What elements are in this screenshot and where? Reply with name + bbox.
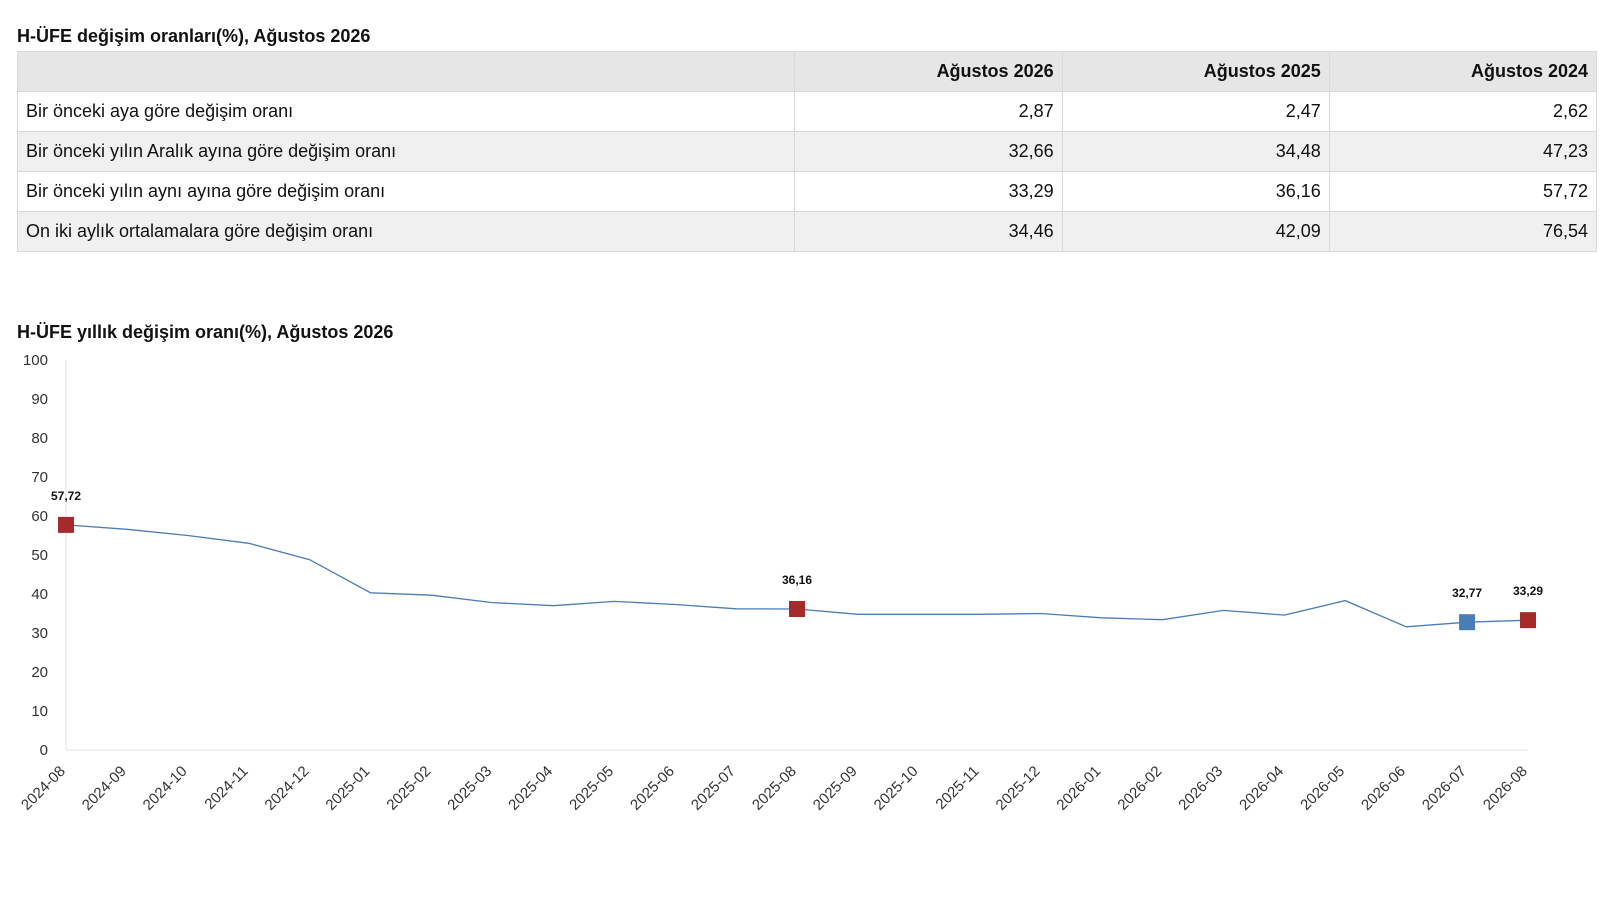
cell-value: 2,62 <box>1328 91 1598 132</box>
x-tick-label: 2025-05 <box>566 763 617 814</box>
y-tick-label: 0 <box>40 742 48 759</box>
y-tick-label: 30 <box>31 625 48 642</box>
x-tick-label: 2026-03 <box>1175 763 1226 814</box>
header-aug-2026: Ağustos 2026 <box>794 51 1063 92</box>
table-title: H-ÜFE değişim oranları(%), Ağustos 2026 <box>17 26 371 46</box>
cell-value: 2,87 <box>794 91 1063 132</box>
x-tick-label: 2026-01 <box>1053 763 1104 814</box>
table-row: On iki aylık ortalamalara göre değişim o… <box>16 211 1598 252</box>
table-row: Bir önceki yılın aynı ayına göre değişim… <box>16 171 1598 212</box>
data-label: 32,77 <box>1452 586 1482 600</box>
table-row: Bir önceki yılın Aralık ayına göre değiş… <box>16 131 1598 172</box>
x-tick-label: 2026-06 <box>1358 763 1409 814</box>
highlight-marker <box>1520 612 1536 629</box>
x-tick-label: 2025-06 <box>627 763 678 814</box>
x-tick-label: 2025-12 <box>993 763 1044 814</box>
x-tick-label: 2026-02 <box>1114 763 1165 814</box>
table-row: Bir önceki aya göre değişim oranı 2,87 2… <box>16 91 1598 132</box>
highlight-marker <box>789 600 805 617</box>
cell-value: 32,66 <box>794 131 1063 172</box>
rates-table: Ağustos 2026 Ağustos 2025 Ağustos 2024 B… <box>16 51 1598 252</box>
data-label: 33,29 <box>1513 584 1543 598</box>
data-label: 57,72 <box>51 489 81 503</box>
highlight-marker <box>1459 614 1476 631</box>
x-tick-label: 2025-10 <box>871 763 922 814</box>
header-aug-2025: Ağustos 2025 <box>1061 51 1330 92</box>
y-tick-label: 40 <box>31 586 48 603</box>
x-tick-label: 2024-12 <box>262 763 313 814</box>
y-tick-label: 60 <box>31 508 48 525</box>
cell-value: 36,16 <box>1061 171 1330 212</box>
y-tick-label: 10 <box>31 703 48 720</box>
y-tick-label: 20 <box>31 664 48 681</box>
x-tick-label: 2026-04 <box>1236 763 1287 814</box>
x-tick-label: 2025-02 <box>383 763 434 814</box>
row-label: Bir önceki aya göre değişim oranı <box>16 91 796 132</box>
x-tick-label: 2025-01 <box>322 763 373 814</box>
highlight-marker <box>58 516 74 533</box>
y-tick-label: 80 <box>31 430 48 447</box>
x-tick-label: 2025-07 <box>688 763 739 814</box>
cell-value: 42,09 <box>1061 211 1330 252</box>
row-label: Bir önceki yılın aynı ayına göre değişim… <box>16 171 796 212</box>
y-tick-label: 70 <box>31 469 48 486</box>
cell-value: 76,54 <box>1328 211 1598 252</box>
cell-value: 47,23 <box>1328 131 1598 172</box>
data-label: 36,16 <box>782 573 812 587</box>
chart-title: H-ÜFE yıllık değişim oranı(%), Ağustos 2… <box>17 322 394 342</box>
x-tick-label: 2025-11 <box>932 763 982 813</box>
cell-value: 34,48 <box>1061 131 1330 172</box>
y-tick-label: 90 <box>31 391 48 408</box>
row-label: Bir önceki yılın Aralık ayına göre değiş… <box>16 131 796 172</box>
cell-value: 57,72 <box>1328 171 1598 212</box>
cell-value: 33,29 <box>794 171 1063 212</box>
x-tick-label: 2025-09 <box>810 763 861 814</box>
row-label: On iki aylık ortalamalara göre değişim o… <box>16 211 796 252</box>
x-tick-label: 2025-03 <box>444 763 495 814</box>
x-tick-label: 2024-11 <box>201 763 251 813</box>
table-header-row: Ağustos 2026 Ağustos 2025 Ağustos 2024 <box>16 51 1598 92</box>
y-tick-label: 100 <box>23 352 48 369</box>
cell-value: 34,46 <box>794 211 1063 252</box>
x-tick-label: 2024-08 <box>18 763 69 814</box>
cell-value: 2,47 <box>1061 91 1330 132</box>
header-empty <box>16 51 796 92</box>
x-tick-label: 2026-08 <box>1480 763 1531 814</box>
x-tick-label: 2026-07 <box>1419 763 1470 814</box>
x-tick-label: 2025-04 <box>505 763 556 814</box>
y-tick-label: 50 <box>31 547 48 564</box>
x-tick-label: 2024-10 <box>140 763 191 814</box>
x-tick-label: 2026-05 <box>1297 763 1348 814</box>
x-tick-label: 2024-09 <box>79 763 130 814</box>
header-aug-2024: Ağustos 2024 <box>1328 51 1598 92</box>
x-tick-label: 2025-08 <box>749 763 800 814</box>
